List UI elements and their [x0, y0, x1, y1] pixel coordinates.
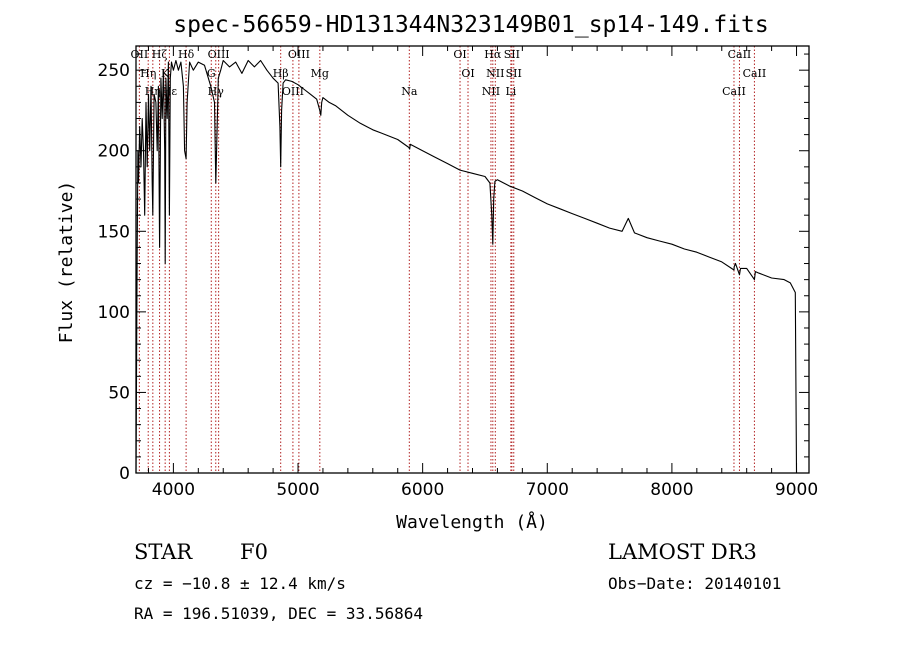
line-label-22: SII: [506, 67, 522, 80]
line-label-12: OIII: [288, 48, 310, 61]
redshift-cz: cz = −10.8 ± 12.4 km/s: [134, 574, 346, 593]
x-tick-label-2: 6000: [401, 480, 444, 500]
y-tick-label-5: 250: [98, 61, 130, 81]
line-label-18: Hα: [484, 48, 502, 61]
line-label-24: CaII: [728, 48, 752, 61]
line-label-16: OI: [461, 67, 474, 80]
object-subclass: F0: [240, 540, 268, 564]
line-label-15: OI: [453, 48, 466, 61]
emission-line-labels: OIIHηHηHζKHεHδGHγOIIIHβOIIIOIIIMgNaOIOIN…: [131, 48, 767, 98]
x-tick-label-5: 9000: [775, 480, 818, 500]
line-label-13: Mg: [311, 67, 329, 80]
y-tick-label-3: 150: [98, 222, 130, 242]
y-tick-label-2: 100: [98, 303, 130, 323]
x-tick-label-4: 8000: [650, 480, 693, 500]
line-label-17: NII: [482, 85, 500, 98]
line-label-10: Hβ: [273, 67, 289, 80]
line-label-21: SII: [504, 48, 520, 61]
series-line-flux: [135, 59, 798, 474]
line-label-19: NII: [486, 67, 504, 80]
x-tick-label-1: 5000: [276, 480, 319, 500]
line-label-3: Hζ: [152, 48, 168, 61]
emission-line-markers: [138, 46, 755, 473]
y-axis-label: Flux (relative): [56, 181, 77, 344]
line-label-23: CaII: [722, 85, 746, 98]
line-label-25: CaII: [743, 67, 767, 80]
survey-name: LAMOST DR3: [608, 540, 757, 564]
plot-frame: [135, 45, 810, 474]
axis-ticks: 4000 5000 6000 7000 8000 9000 0 50 100 150 200 250: [98, 46, 818, 500]
y-tick-label-0: 0: [119, 464, 130, 484]
line-label-8: Hγ: [208, 85, 225, 98]
x-tick-label-3: 7000: [526, 480, 569, 500]
line-label-1: Hη: [140, 67, 156, 80]
x-tick-label-0: 4000: [152, 480, 195, 500]
line-label-14: Na: [401, 85, 418, 98]
object-class: STAR: [134, 540, 193, 564]
obs-date: Obs−Date: 20140101: [608, 574, 782, 593]
line-label-6: Hδ: [178, 48, 195, 61]
line-label-11: OIII: [282, 85, 304, 98]
line-label-7: G: [207, 67, 216, 80]
line-label-9: OIII: [208, 48, 230, 61]
line-label-20: Li: [505, 85, 516, 98]
y-tick-label-4: 200: [98, 142, 130, 162]
x-axis-label: Wavelength (Å): [396, 511, 548, 533]
line-label-4: K: [161, 67, 170, 80]
y-tick-label-1: 50: [108, 383, 130, 403]
chart-title: spec-56659-HD131344N323149B01_sp14-149.f…: [173, 12, 768, 38]
coordinates: RA = 196.51039, DEC = 33.56864: [134, 604, 423, 623]
